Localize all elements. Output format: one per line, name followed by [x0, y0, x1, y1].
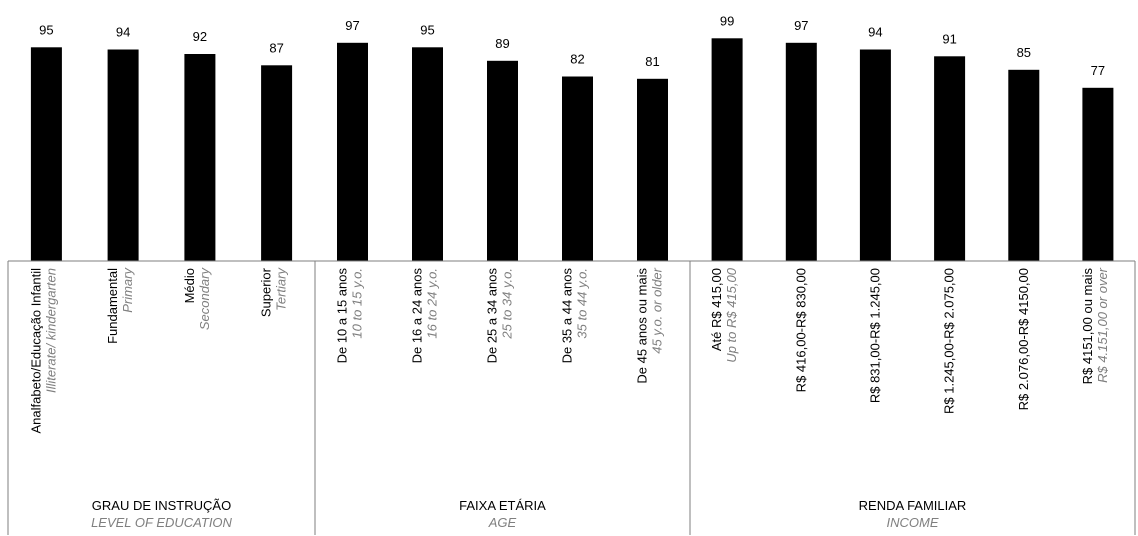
category-label-pt: R$ 831,00-R$ 1.245,00 — [867, 268, 882, 403]
data-label: 85 — [1017, 45, 1031, 60]
category-label-en: 35 to 44 y.o. — [575, 268, 590, 339]
bar — [30, 47, 62, 262]
category-label-pt: De 35 a 44 anos — [560, 268, 575, 364]
group-subtitle: AGE — [488, 515, 517, 530]
group-title: RENDA FAMILIAR — [859, 498, 967, 513]
data-label: 97 — [794, 18, 808, 33]
category-label-pt: Superior — [259, 267, 274, 317]
bar — [711, 38, 743, 262]
category-label-en: 45 y.o. or older — [650, 267, 665, 353]
data-label: 97 — [345, 18, 359, 33]
category-label-en: Up to R$ 415,00 — [724, 267, 739, 362]
bar — [1082, 87, 1114, 262]
category-label-pt: De 10 a 15 anos — [335, 268, 350, 364]
category-label-en: 16 to 24 y.o. — [425, 268, 440, 339]
category-label-pt: Analfabeto/Educação Infantil — [28, 268, 43, 434]
bar — [562, 76, 593, 261]
bar — [785, 42, 817, 262]
data-label: 94 — [868, 25, 882, 40]
category-label-en: 25 to 34 y.o. — [500, 268, 515, 340]
data-label: 94 — [116, 25, 130, 40]
category-label-en: R$ 4.151,00 or over — [1095, 267, 1110, 383]
category-label-en: Illiterate/ kindergarten — [43, 268, 58, 393]
category-label-en: Primary — [120, 267, 135, 313]
bar — [184, 54, 216, 261]
bar — [934, 56, 966, 262]
bar — [859, 49, 891, 261]
category-label-pt: Até R$ 415,00 — [709, 268, 724, 351]
category-label-pt: R$ 4151,00 ou mais — [1080, 268, 1095, 385]
group-title: GRAU DE INSTRUÇÃO — [92, 498, 231, 513]
bar — [107, 49, 139, 261]
data-label: 81 — [645, 54, 659, 69]
bars-layer: 95 94 92 87 97 95 89 82 81 99 97 94 91 85 77 — [30, 13, 1114, 262]
category-label-pt: Fundamental — [105, 268, 120, 344]
category-label-pt: R$ 416,00-R$ 830,00 — [793, 268, 808, 392]
data-label: 77 — [1091, 63, 1105, 78]
category-label-en: Tertiary — [274, 267, 289, 311]
category-label-pt: De 16 a 24 anos — [410, 268, 425, 364]
category-axis — [7, 260, 1136, 535]
data-label: 82 — [570, 52, 584, 67]
category-label-pt: De 45 anos ou mais — [635, 268, 650, 384]
data-label: 87 — [269, 40, 283, 55]
data-label: 91 — [942, 31, 956, 46]
bar — [1008, 69, 1040, 262]
category-label-pt: De 25 a 34 anos — [485, 268, 500, 364]
data-label: 99 — [720, 13, 734, 28]
data-label: 92 — [193, 29, 207, 44]
category-label-en: 10 to 15 y.o. — [350, 268, 365, 339]
group-title: FAIXA ETÁRIA — [459, 498, 546, 513]
bar — [261, 65, 293, 262]
bar — [337, 42, 368, 262]
category-label-pt: Médio — [182, 268, 197, 303]
data-label: 95 — [420, 22, 434, 37]
group-subtitle: INCOME — [887, 515, 939, 530]
bar — [637, 78, 668, 262]
category-label-pt: R$ 1.245,00-R$ 2.075,00 — [942, 268, 957, 414]
bar — [487, 60, 518, 262]
category-labels: Analfabeto/Educação Infantil Illiterate/ … — [28, 267, 1110, 530]
group-subtitle: LEVEL OF EDUCATION — [91, 515, 232, 530]
category-label-pt: R$ 2.076,00-R$ 4150,00 — [1016, 268, 1031, 410]
category-label-en: Secondary — [197, 267, 212, 331]
data-label: 89 — [495, 36, 509, 51]
bar — [412, 47, 443, 262]
data-label: 95 — [39, 22, 53, 37]
